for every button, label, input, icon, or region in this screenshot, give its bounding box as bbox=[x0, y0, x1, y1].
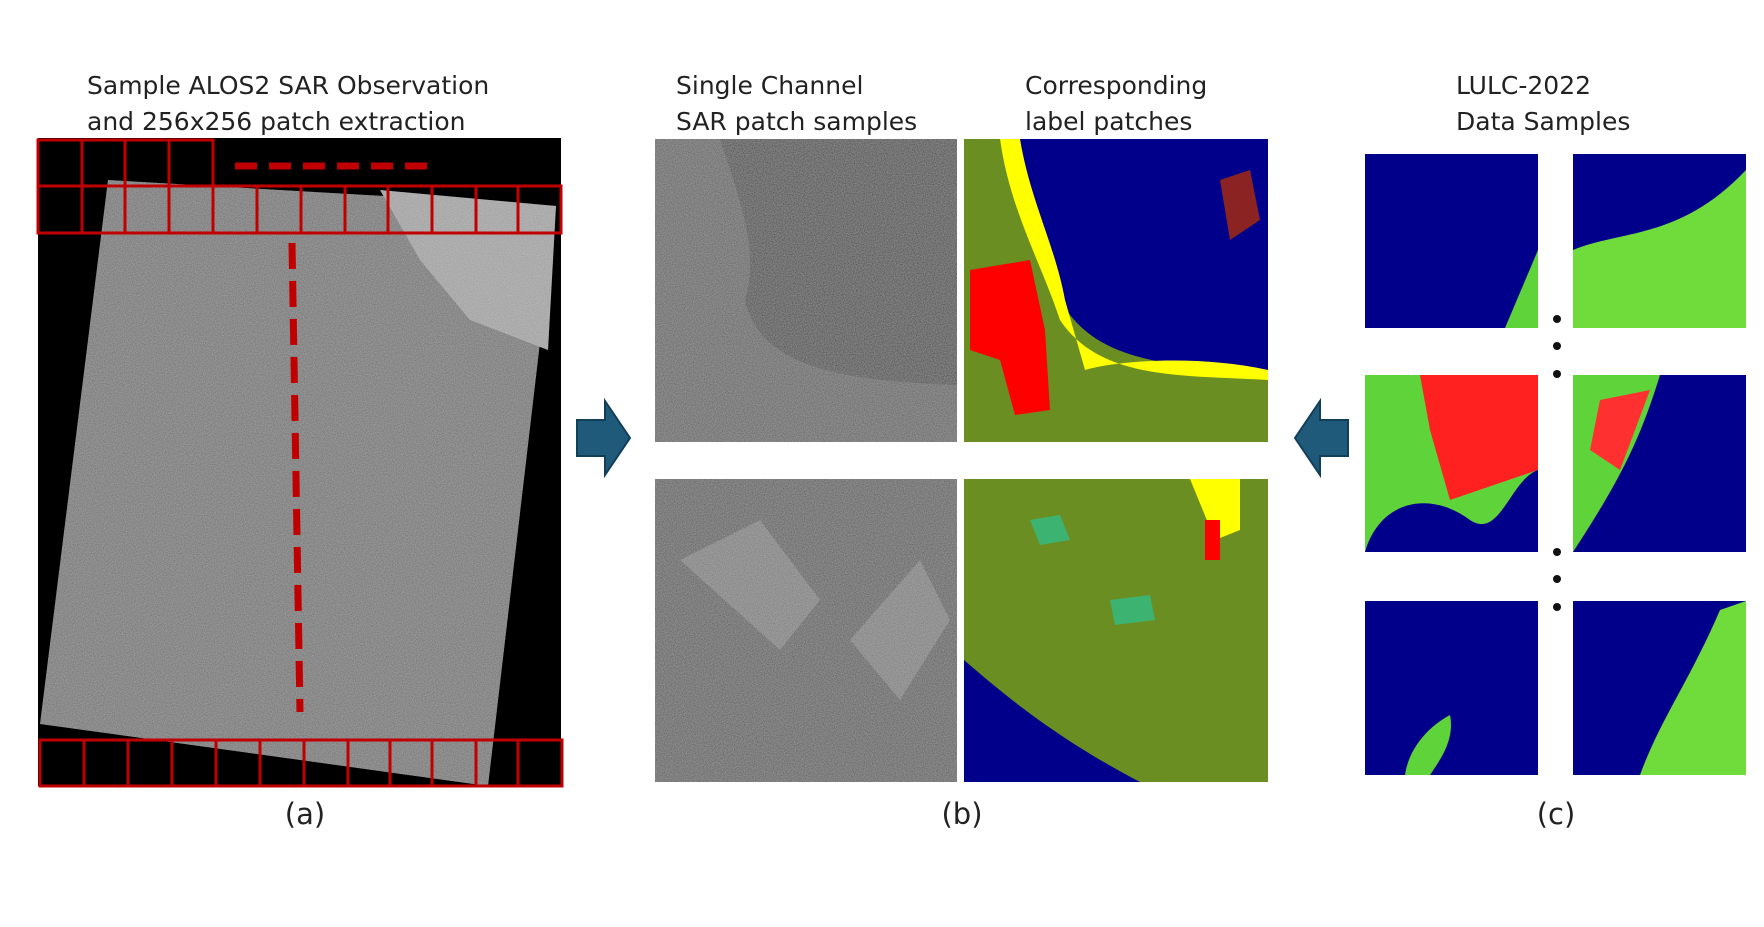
column-title: label patches bbox=[1025, 107, 1192, 136]
lulc-tiles bbox=[1365, 154, 1746, 775]
sar-patches bbox=[655, 139, 957, 782]
column-title: Corresponding bbox=[1025, 71, 1207, 100]
column-title: Single Channel bbox=[676, 71, 863, 100]
arrow bbox=[576, 397, 632, 479]
panel-title: and 256x256 patch extraction bbox=[87, 107, 465, 136]
panel-title: LULC-2022 bbox=[1456, 71, 1591, 100]
panel-caption: (b) bbox=[941, 797, 982, 831]
arrow bbox=[1293, 397, 1349, 479]
panel-title: Sample ALOS2 SAR Observation bbox=[87, 71, 489, 100]
panel-title: Data Samples bbox=[1456, 107, 1630, 136]
panel-caption: (c) bbox=[1537, 797, 1576, 831]
column-title: SAR patch samples bbox=[676, 107, 917, 136]
label-patches bbox=[964, 139, 1268, 782]
sar-scene bbox=[36, 138, 564, 788]
panel-caption: (a) bbox=[285, 797, 325, 831]
